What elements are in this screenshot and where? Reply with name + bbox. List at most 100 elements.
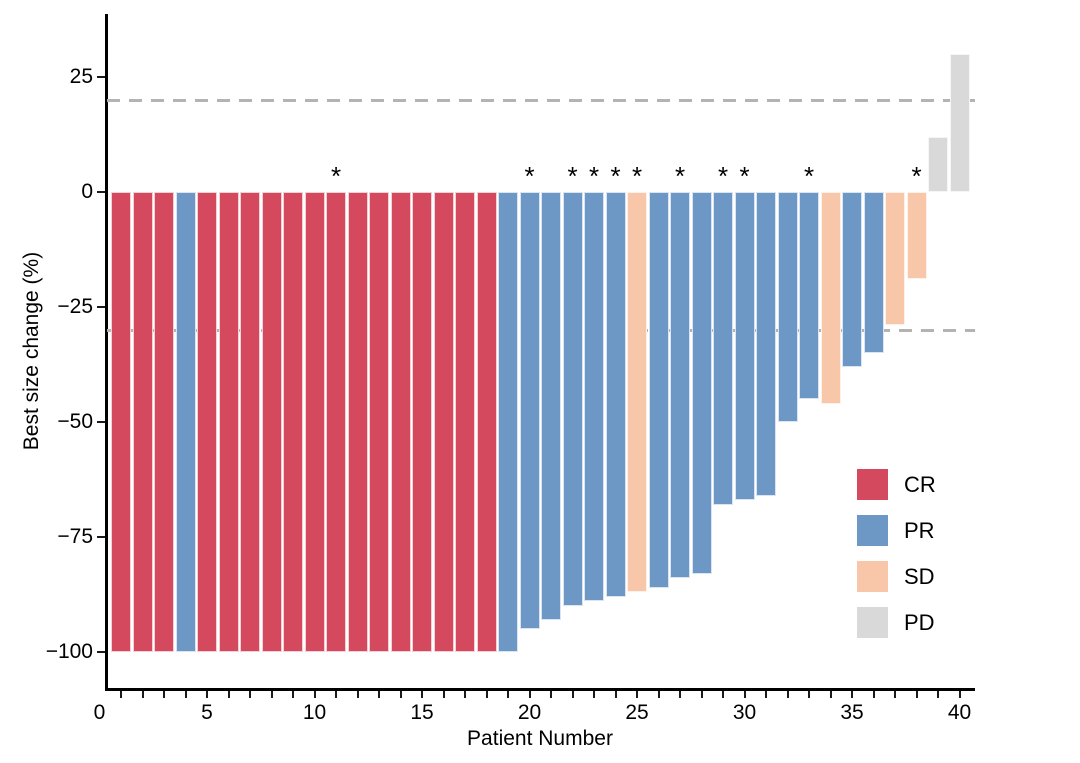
- bar-patient-33: [799, 192, 819, 399]
- x-tick: [120, 691, 122, 698]
- legend-label-PD: PD: [904, 610, 935, 635]
- x-tick: [141, 691, 144, 698]
- y-tick: [97, 421, 105, 423]
- x-tick: [292, 691, 294, 698]
- y-tick: [97, 191, 105, 193]
- x-tick: [722, 691, 724, 698]
- bar-patient-30: [734, 192, 755, 501]
- bar-patient-37: [885, 192, 905, 326]
- x-tick: [636, 691, 638, 698]
- legend-swatch-SD: [857, 561, 888, 592]
- y-tick-label-0: 0: [81, 180, 93, 203]
- significance-asterisk-patient-20: *: [524, 161, 535, 191]
- bar-patient-38: [906, 192, 927, 280]
- bar-patient-36: [863, 192, 884, 353]
- x-tick-label-15: 15: [410, 701, 434, 724]
- legend-label-SD: SD: [904, 564, 935, 589]
- bar-patient-2: [132, 192, 153, 652]
- x-tick: [356, 691, 359, 698]
- x-tick-label-25: 25: [625, 701, 649, 724]
- bar-patient-35: [842, 192, 862, 367]
- bar-patient-40: [949, 54, 970, 192]
- bar-patient-27: [670, 192, 690, 579]
- bar-patient-28: [691, 192, 712, 574]
- bar-patient-6: [218, 192, 239, 652]
- significance-asterisk-patient-38: *: [911, 161, 922, 191]
- bar-patient-16: [433, 192, 454, 652]
- bar-patient-19: [498, 192, 518, 652]
- y-axis-line: [105, 14, 108, 691]
- x-tick-label-0: 0: [93, 701, 106, 724]
- x-tick: [378, 691, 380, 698]
- x-tick: [335, 691, 337, 698]
- significance-asterisk-patient-22: *: [567, 161, 578, 191]
- x-tick: [614, 691, 617, 698]
- x-tick: [421, 691, 423, 698]
- y-tick: [97, 651, 105, 653]
- y-axis-title: Best size change (%): [20, 251, 43, 451]
- bar-patient-25: [627, 192, 647, 593]
- bar-patient-32: [777, 192, 798, 422]
- x-tick: [937, 691, 939, 698]
- bar-patient-14: [390, 192, 411, 652]
- significance-asterisk-patient-30: *: [739, 161, 750, 191]
- x-tick: [528, 691, 531, 698]
- bar-patient-22: [562, 192, 583, 606]
- legend-swatch-PR: [857, 515, 888, 546]
- bar-patient-12: [347, 192, 368, 652]
- x-tick: [700, 691, 703, 698]
- x-tick-label-40: 40: [947, 701, 972, 724]
- x-axis-line: [105, 688, 975, 691]
- legend-swatch-CR: [857, 469, 888, 500]
- y-tick-label-−100: −100: [45, 640, 93, 663]
- y-tick-label-−50: −50: [57, 410, 93, 433]
- x-tick: [550, 691, 552, 698]
- bar-patient-5: [197, 192, 217, 652]
- bar-patient-39: [928, 136, 948, 192]
- x-tick: [507, 691, 509, 698]
- bar-patient-3: [154, 192, 174, 652]
- x-tick-label-20: 20: [517, 701, 542, 724]
- significance-asterisk-patient-27: *: [674, 161, 686, 191]
- legend-item-CR: CR: [857, 469, 936, 500]
- x-tick: [958, 691, 961, 698]
- bar-patient-13: [369, 192, 389, 652]
- bar-patient-10: [304, 192, 325, 652]
- x-tick: [270, 691, 273, 698]
- bar-patient-31: [756, 192, 776, 496]
- bar-patient-29: [713, 192, 733, 505]
- legend-label-PR: PR: [904, 518, 935, 543]
- x-axis-title: Patient Number: [467, 727, 613, 750]
- bar-patient-9: [283, 192, 303, 652]
- significance-asterisk-patient-29: *: [717, 161, 729, 191]
- significance-asterisk-patient-25: *: [631, 161, 643, 191]
- bar-patient-24: [605, 192, 626, 597]
- x-tick: [786, 691, 789, 698]
- significance-asterisk-patient-11: *: [330, 161, 342, 191]
- significance-asterisk-patient-33: *: [803, 161, 815, 191]
- legend-item-PD: PD: [857, 607, 936, 638]
- bar-patient-21: [541, 192, 561, 620]
- bar-patient-8: [261, 192, 282, 652]
- x-tick-label-5: 5: [201, 701, 213, 724]
- x-tick: [593, 691, 595, 698]
- bar-patient-1: [111, 192, 131, 652]
- x-tick: [657, 691, 660, 698]
- bar-patient-18: [476, 192, 497, 652]
- x-tick: [851, 691, 853, 698]
- x-tick-label-10: 10: [302, 701, 327, 724]
- x-tick: [227, 691, 230, 698]
- legend: CR PR SD PD: [857, 469, 936, 653]
- x-tick: [464, 691, 466, 698]
- y-tick: [97, 306, 105, 308]
- legend-swatch-PD: [857, 607, 888, 638]
- bar-patient-15: [412, 192, 432, 652]
- y-tick-label-−25: −25: [57, 295, 93, 318]
- y-tick: [97, 536, 105, 538]
- significance-asterisk-patient-23: *: [588, 161, 600, 191]
- x-tick: [163, 691, 165, 698]
- x-tick: [894, 691, 896, 698]
- x-tick: [872, 691, 875, 698]
- x-tick: [915, 691, 918, 698]
